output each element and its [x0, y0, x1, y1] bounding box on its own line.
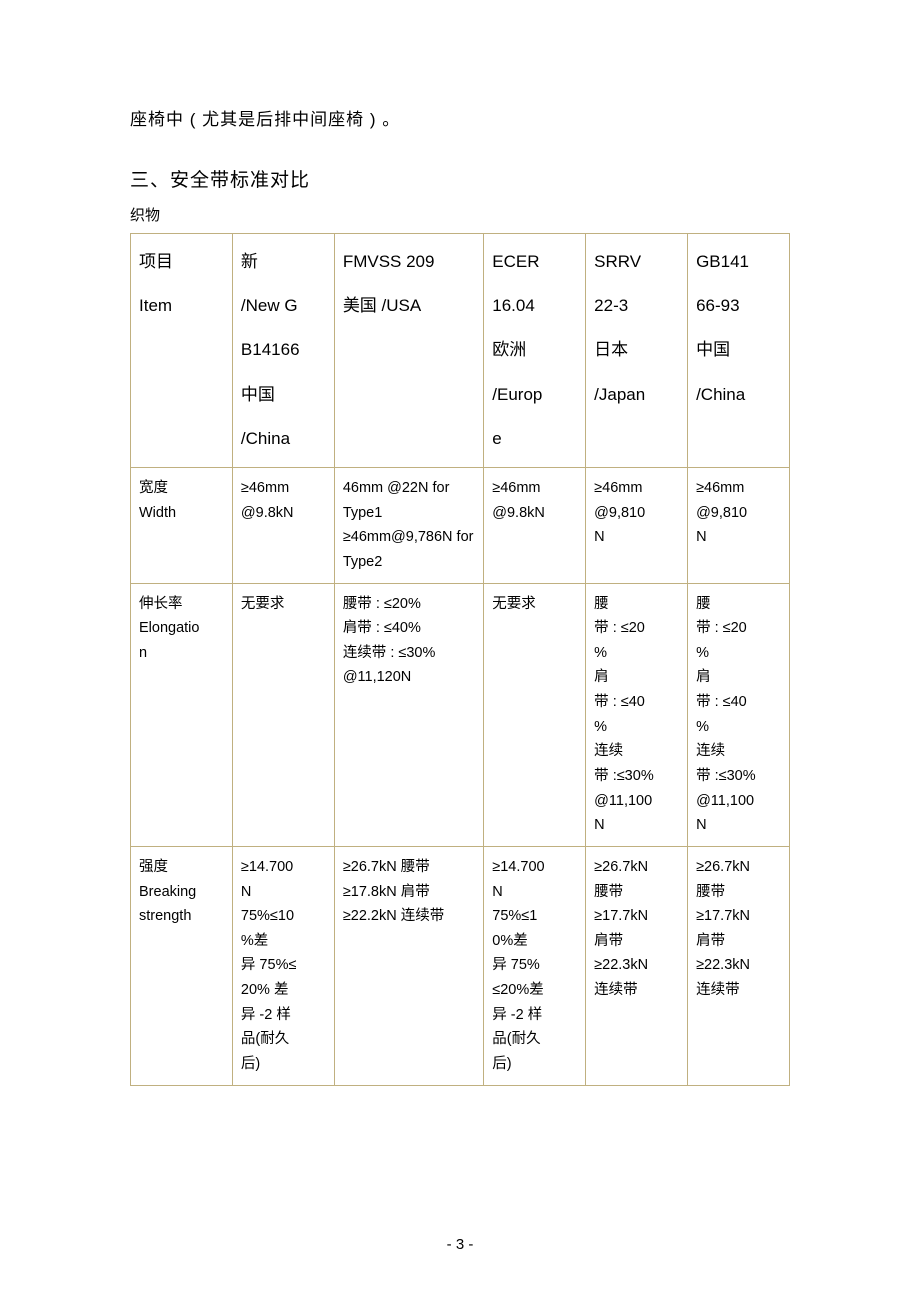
- cell-strength-ecer: ≥14.700N75%≤10%差异 75%≤20%差异 -2 样品(耐久后): [484, 846, 586, 1085]
- header-cell-fmvss: FMVSS 209美国 /USA: [334, 234, 483, 468]
- cell-strength-item: 强度Breakingstrength: [131, 846, 233, 1085]
- header-cell-item: 项目Item: [131, 234, 233, 468]
- table-header-row: 项目Item 新/New GB14166中国/China FMVSS 209美国…: [131, 234, 790, 468]
- cell-width-ecer: ≥46mm@9.8kN: [484, 467, 586, 583]
- header-cell-ecer: ECER16.04欧洲/Europe: [484, 234, 586, 468]
- header-cell-new-gb: 新/New GB14166中国/China: [232, 234, 334, 468]
- cell-width-item: 宽度Width: [131, 467, 233, 583]
- table-row: 强度Breakingstrength ≥14.700N75%≤10%差异 75%…: [131, 846, 790, 1085]
- cell-width-fmvss: 46mm @22N for Type1≥46mm@9,786N for Type…: [334, 467, 483, 583]
- cell-width-newgb: ≥46mm@9.8kN: [232, 467, 334, 583]
- cell-elong-gb141: 腰带 : ≤20%肩带 : ≤40%连续带 :≤30%@11,100N: [688, 583, 790, 846]
- table-sublabel: 织物: [130, 204, 790, 225]
- cell-elong-newgb: 无要求: [232, 583, 334, 846]
- intro-text: 座椅中 ( 尤其是后排中间座椅 ) 。: [130, 105, 790, 130]
- cell-elong-ecer: 无要求: [484, 583, 586, 846]
- cell-elong-item: 伸长率Elongation: [131, 583, 233, 846]
- cell-strength-newgb: ≥14.700N75%≤10%差异 75%≤20% 差异 -2 样品(耐久后): [232, 846, 334, 1085]
- table-row: 伸长率Elongation 无要求 腰带 : ≤20%肩带 : ≤40%连续带 …: [131, 583, 790, 846]
- cell-strength-srrv: ≥26.7kN腰带≥17.7kN肩带≥22.3kN连续带: [586, 846, 688, 1085]
- page-number: - 3 -: [0, 1236, 920, 1253]
- header-cell-gb141: GB14166-93中国/China: [688, 234, 790, 468]
- section-heading: 三、安全带标准对比: [130, 165, 790, 192]
- header-cell-srrv: SRRV22-3日本/Japan: [586, 234, 688, 468]
- cell-elong-fmvss: 腰带 : ≤20%肩带 : ≤40%连续带 : ≤30%@11,120N: [334, 583, 483, 846]
- cell-strength-fmvss: ≥26.7kN 腰带≥17.8kN 肩带≥22.2kN 连续带: [334, 846, 483, 1085]
- table-row: 宽度Width ≥46mm@9.8kN 46mm @22N for Type1≥…: [131, 467, 790, 583]
- standards-table: 项目Item 新/New GB14166中国/China FMVSS 209美国…: [130, 233, 790, 1086]
- cell-elong-srrv: 腰带 : ≤20%肩带 : ≤40%连续带 :≤30%@11,100N: [586, 583, 688, 846]
- cell-strength-gb141: ≥26.7kN腰带≥17.7kN肩带≥22.3kN连续带: [688, 846, 790, 1085]
- cell-width-srrv: ≥46mm@9,810N: [586, 467, 688, 583]
- cell-width-gb141: ≥46mm@9,810N: [688, 467, 790, 583]
